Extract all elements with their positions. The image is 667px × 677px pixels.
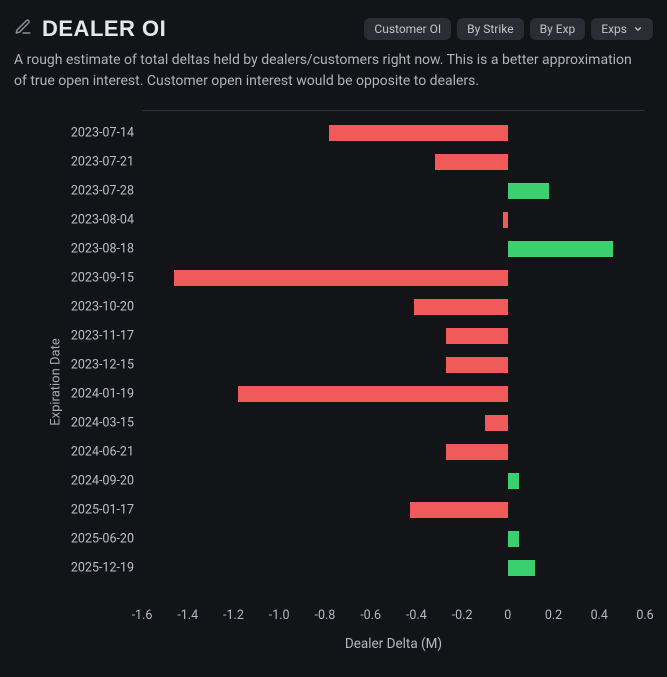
bar-row: 2023-12-15 — [142, 356, 645, 374]
bar-row: 2023-07-28 — [142, 182, 645, 200]
bar-row: 2023-07-14 — [142, 124, 645, 142]
bar-row: 2023-10-20 — [142, 298, 645, 316]
bar-row: 2024-06-21 — [142, 443, 645, 461]
view-buttons: Customer OI By Strike By Exp Exps — [364, 18, 653, 40]
bar — [503, 212, 508, 228]
bar — [410, 502, 508, 518]
plot: 2023-07-14 2023-07-21 2023-07-28 2023-08-04… — [46, 102, 645, 602]
x-tick: -1.4 — [177, 608, 198, 623]
x-ticks: -1.6-1.4-1.2-1.0-0.8-0.6-0.4-0.200.20.40… — [142, 608, 645, 626]
page-title: DEALER OI — [42, 16, 354, 42]
bar-row: 2025-12-19 — [142, 559, 645, 577]
bar — [238, 386, 508, 402]
bar — [446, 444, 508, 460]
bar-row: 2023-08-04 — [142, 211, 645, 229]
x-tick: -0.6 — [360, 608, 381, 623]
by-exp-button[interactable]: By Exp — [530, 18, 586, 40]
x-tick: -0.2 — [452, 608, 473, 623]
by-strike-button[interactable]: By Strike — [457, 18, 524, 40]
bar — [508, 473, 519, 489]
x-tick: -0.4 — [406, 608, 427, 623]
x-tick: 0.4 — [591, 608, 608, 623]
bar-date-label: 2023-07-21 — [71, 155, 134, 170]
bar — [174, 270, 508, 286]
x-tick: 0.6 — [636, 608, 653, 623]
exps-dropdown[interactable]: Exps — [591, 18, 653, 40]
bar-date-label: 2023-07-28 — [71, 184, 134, 199]
bar-row: 2024-09-20 — [142, 472, 645, 490]
bar-date-label: 2024-03-15 — [71, 416, 134, 431]
edit-icon[interactable] — [14, 18, 32, 40]
bar-date-label: 2023-11-17 — [71, 329, 134, 344]
bar-date-label: 2024-09-20 — [71, 474, 134, 489]
bar-date-label: 2023-07-14 — [71, 126, 134, 141]
bar-date-label: 2025-06-20 — [71, 532, 134, 547]
x-tick: -0.8 — [315, 608, 336, 623]
bar-date-label: 2023-09-15 — [71, 271, 134, 286]
bar-row: 2023-09-15 — [142, 269, 645, 287]
bar-date-label: 2024-01-19 — [71, 387, 134, 402]
bar-date-label: 2023-08-18 — [71, 242, 134, 257]
bar-row: 2024-01-19 — [142, 385, 645, 403]
card-header: DEALER OI Customer OI By Strike By Exp E… — [14, 16, 653, 42]
bar-date-label: 2024-06-21 — [71, 445, 134, 460]
bar-date-label: 2023-08-04 — [71, 213, 134, 228]
bar — [508, 183, 549, 199]
x-tick: 0.2 — [545, 608, 562, 623]
bar-row: 2023-07-21 — [142, 153, 645, 171]
chart-area: Expiration Date 2023-07-142023-07-212023… — [14, 102, 653, 662]
bar-row: 2023-11-17 — [142, 327, 645, 345]
bar — [446, 357, 508, 373]
bar-row: 2025-01-17 — [142, 501, 645, 519]
bar-date-label: 2025-01-17 — [71, 503, 134, 518]
x-tick: -1.2 — [223, 608, 244, 623]
bar — [508, 560, 535, 576]
bar-row: 2023-08-18 — [142, 240, 645, 258]
card-subtitle: A rough estimate of total deltas held by… — [14, 50, 653, 92]
chevron-down-icon — [633, 24, 643, 34]
plot-inner: 2023-07-14 2023-07-21 2023-07-28 2023-08-04… — [142, 110, 645, 602]
bar-date-label: 2025-12-19 — [71, 561, 134, 576]
bar-date-label: 2023-10-20 — [71, 300, 134, 315]
bar — [414, 299, 508, 315]
exps-dropdown-label: Exps — [601, 23, 627, 35]
bar — [485, 415, 508, 431]
bar — [508, 531, 519, 547]
customer-oi-button[interactable]: Customer OI — [364, 18, 451, 40]
bar — [446, 328, 508, 344]
bar-date-label: 2023-12-15 — [71, 358, 134, 373]
bar — [329, 125, 507, 141]
x-tick: -1.6 — [132, 608, 153, 623]
bar — [508, 241, 613, 257]
x-axis-label: Dealer Delta (M) — [142, 636, 645, 652]
x-tick: -1.0 — [269, 608, 290, 623]
bar-row: 2024-03-15 — [142, 414, 645, 432]
bar — [435, 154, 508, 170]
bar-row: 2025-06-20 — [142, 530, 645, 548]
x-tick: 0 — [504, 608, 511, 623]
bars-zone: 2023-07-14 2023-07-21 2023-07-28 2023-08-04… — [142, 110, 645, 602]
dealer-oi-card: DEALER OI Customer OI By Strike By Exp E… — [0, 0, 667, 677]
